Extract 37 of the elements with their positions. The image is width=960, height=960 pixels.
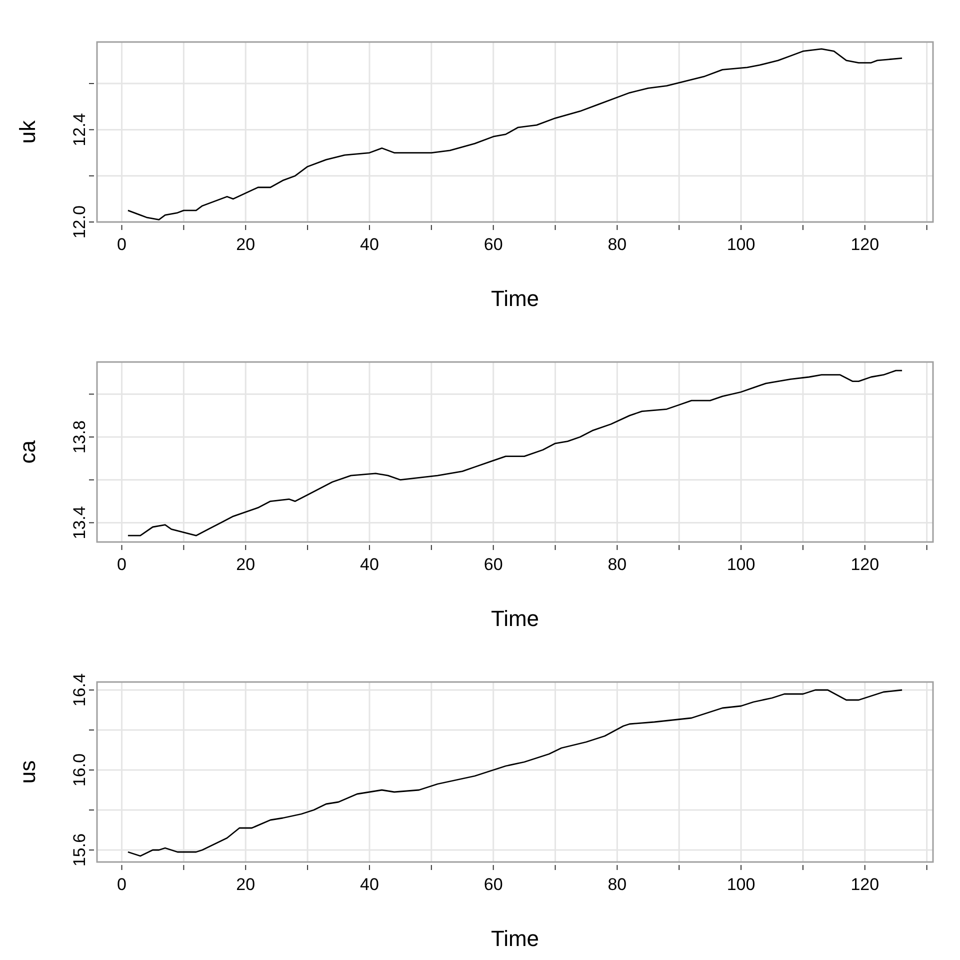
y-tick-label: 15.6 xyxy=(70,833,89,867)
x-tick-label: 60 xyxy=(484,555,503,574)
x-tick-label: 60 xyxy=(484,235,503,254)
x-tick-label: 120 xyxy=(850,235,880,254)
y-axis-title: uk xyxy=(15,119,40,144)
y-tick-label: 12.0 xyxy=(70,205,89,239)
x-tick-label: 0 xyxy=(117,235,127,254)
x-axis-title: Time xyxy=(490,606,540,631)
line-series xyxy=(127,689,903,857)
x-axis-title: Time xyxy=(490,286,540,311)
x-tick-label: 80 xyxy=(608,555,627,574)
x-tick-label: 80 xyxy=(608,235,627,254)
y-tick-label: 12.4 xyxy=(70,113,89,146)
y-axis-title: ca xyxy=(15,440,40,464)
x-axis-title: Time xyxy=(490,926,540,951)
x-tick-label: 120 xyxy=(850,875,880,894)
x-tick-label: 40 xyxy=(360,555,379,574)
x-tick-label: 40 xyxy=(360,875,379,894)
y-tick-label: 13.4 xyxy=(70,506,89,540)
y-tick-label: 13.8 xyxy=(70,420,89,454)
x-tick-label: 40 xyxy=(360,235,379,254)
line-series xyxy=(127,48,903,220)
x-tick-label: 20 xyxy=(236,555,256,574)
x-tick-label: 20 xyxy=(236,875,256,894)
x-tick-label: 0 xyxy=(117,555,127,574)
x-tick-label: 80 xyxy=(608,875,627,894)
y-tick-label: 16.4 xyxy=(70,673,89,707)
x-tick-label: 100 xyxy=(726,875,756,894)
y-axis-title: us xyxy=(15,760,40,784)
line-series xyxy=(127,370,903,536)
x-tick-label: 20 xyxy=(236,235,256,254)
x-tick-label: 120 xyxy=(850,555,880,574)
x-tick-label: 100 xyxy=(726,555,756,574)
y-tick-label: 16.0 xyxy=(70,753,89,787)
x-tick-label: 60 xyxy=(484,875,503,894)
x-tick-label: 100 xyxy=(726,235,756,254)
x-tick-label: 0 xyxy=(117,875,127,894)
